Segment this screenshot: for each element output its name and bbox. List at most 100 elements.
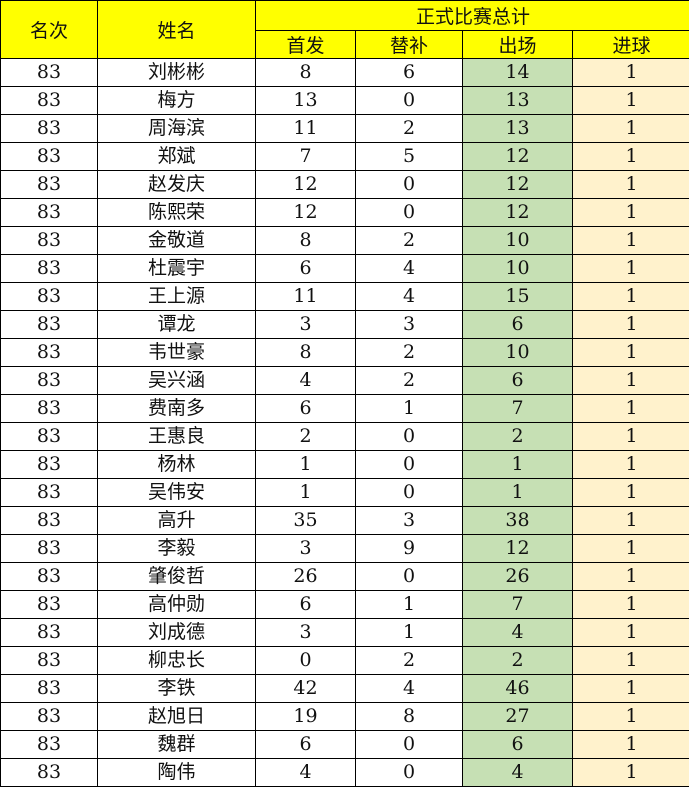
name-cell[interactable]: 谭龙 [98, 311, 256, 339]
subs-cell[interactable]: 1 [356, 395, 463, 423]
goals-cell[interactable]: 1 [573, 675, 689, 703]
goals-cell[interactable]: 1 [573, 591, 689, 619]
apps-cell[interactable]: 46 [463, 675, 573, 703]
goals-cell[interactable]: 1 [573, 535, 689, 563]
goals-cell[interactable]: 1 [573, 255, 689, 283]
subs-cell[interactable]: 4 [356, 283, 463, 311]
goals-cell[interactable]: 1 [573, 59, 689, 87]
apps-cell[interactable]: 26 [463, 563, 573, 591]
apps-cell[interactable]: 27 [463, 703, 573, 731]
rank-cell[interactable]: 83 [1, 339, 98, 367]
goals-cell[interactable]: 1 [573, 115, 689, 143]
name-cell[interactable]: 郑斌 [98, 143, 256, 171]
name-cell[interactable]: 赵发庆 [98, 171, 256, 199]
starts-cell[interactable]: 3 [256, 619, 356, 647]
name-cell[interactable]: 魏群 [98, 731, 256, 759]
subs-cell[interactable]: 2 [356, 647, 463, 675]
starts-cell[interactable]: 8 [256, 339, 356, 367]
rank-cell[interactable]: 83 [1, 395, 98, 423]
goals-cell[interactable]: 1 [573, 759, 689, 787]
name-cell[interactable]: 费南多 [98, 395, 256, 423]
goals-cell[interactable]: 1 [573, 367, 689, 395]
rank-cell[interactable]: 83 [1, 255, 98, 283]
rank-cell[interactable]: 83 [1, 423, 98, 451]
starts-cell[interactable]: 6 [256, 591, 356, 619]
starts-cell[interactable]: 1 [256, 479, 356, 507]
name-cell[interactable]: 赵旭日 [98, 703, 256, 731]
subs-cell[interactable]: 5 [356, 143, 463, 171]
name-cell[interactable]: 李铁 [98, 675, 256, 703]
header-rank[interactable]: 名次 [1, 1, 98, 59]
starts-cell[interactable]: 12 [256, 171, 356, 199]
starts-cell[interactable]: 19 [256, 703, 356, 731]
apps-cell[interactable]: 12 [463, 199, 573, 227]
rank-cell[interactable]: 83 [1, 59, 98, 87]
starts-cell[interactable]: 7 [256, 143, 356, 171]
starts-cell[interactable]: 6 [256, 395, 356, 423]
starts-cell[interactable]: 6 [256, 255, 356, 283]
name-cell[interactable]: 刘成德 [98, 619, 256, 647]
rank-cell[interactable]: 83 [1, 311, 98, 339]
starts-cell[interactable]: 35 [256, 507, 356, 535]
subs-cell[interactable]: 1 [356, 619, 463, 647]
subs-cell[interactable]: 9 [356, 535, 463, 563]
name-cell[interactable]: 高升 [98, 507, 256, 535]
rank-cell[interactable]: 83 [1, 759, 98, 787]
apps-cell[interactable]: 4 [463, 619, 573, 647]
apps-cell[interactable]: 14 [463, 59, 573, 87]
goals-cell[interactable]: 1 [573, 87, 689, 115]
rank-cell[interactable]: 83 [1, 227, 98, 255]
rank-cell[interactable]: 83 [1, 115, 98, 143]
starts-cell[interactable]: 1 [256, 451, 356, 479]
apps-cell[interactable]: 12 [463, 171, 573, 199]
starts-cell[interactable]: 11 [256, 115, 356, 143]
starts-cell[interactable]: 8 [256, 59, 356, 87]
name-cell[interactable]: 柳忠长 [98, 647, 256, 675]
goals-cell[interactable]: 1 [573, 143, 689, 171]
rank-cell[interactable]: 83 [1, 199, 98, 227]
starts-cell[interactable]: 26 [256, 563, 356, 591]
apps-cell[interactable]: 4 [463, 759, 573, 787]
name-cell[interactable]: 刘彬彬 [98, 59, 256, 87]
rank-cell[interactable]: 83 [1, 479, 98, 507]
apps-cell[interactable]: 38 [463, 507, 573, 535]
subs-cell[interactable]: 2 [356, 227, 463, 255]
subs-cell[interactable]: 2 [356, 339, 463, 367]
rank-cell[interactable]: 83 [1, 283, 98, 311]
name-cell[interactable]: 吴兴涵 [98, 367, 256, 395]
header-apps[interactable]: 出场 [463, 31, 573, 59]
rank-cell[interactable]: 83 [1, 535, 98, 563]
subs-cell[interactable]: 6 [356, 59, 463, 87]
starts-cell[interactable]: 0 [256, 647, 356, 675]
apps-cell[interactable]: 2 [463, 647, 573, 675]
starts-cell[interactable]: 13 [256, 87, 356, 115]
subs-cell[interactable]: 1 [356, 591, 463, 619]
header-starts[interactable]: 首发 [256, 31, 356, 59]
name-cell[interactable]: 王上源 [98, 283, 256, 311]
apps-cell[interactable]: 12 [463, 143, 573, 171]
rank-cell[interactable]: 83 [1, 591, 98, 619]
apps-cell[interactable]: 7 [463, 591, 573, 619]
name-cell[interactable]: 吴伟安 [98, 479, 256, 507]
starts-cell[interactable]: 2 [256, 423, 356, 451]
name-cell[interactable]: 金敬道 [98, 227, 256, 255]
subs-cell[interactable]: 3 [356, 507, 463, 535]
subs-cell[interactable]: 0 [356, 87, 463, 115]
subs-cell[interactable]: 2 [356, 367, 463, 395]
subs-cell[interactable]: 0 [356, 171, 463, 199]
name-cell[interactable]: 肇俊哲 [98, 563, 256, 591]
apps-cell[interactable]: 7 [463, 395, 573, 423]
header-group-total[interactable]: 正式比赛总计 [256, 1, 689, 31]
name-cell[interactable]: 杜震宇 [98, 255, 256, 283]
apps-cell[interactable]: 10 [463, 227, 573, 255]
subs-cell[interactable]: 0 [356, 563, 463, 591]
rank-cell[interactable]: 83 [1, 647, 98, 675]
rank-cell[interactable]: 83 [1, 367, 98, 395]
header-goals[interactable]: 进球 [573, 31, 689, 59]
apps-cell[interactable]: 13 [463, 87, 573, 115]
name-cell[interactable]: 李毅 [98, 535, 256, 563]
header-name[interactable]: 姓名 [98, 1, 256, 59]
rank-cell[interactable]: 83 [1, 143, 98, 171]
subs-cell[interactable]: 4 [356, 675, 463, 703]
goals-cell[interactable]: 1 [573, 395, 689, 423]
